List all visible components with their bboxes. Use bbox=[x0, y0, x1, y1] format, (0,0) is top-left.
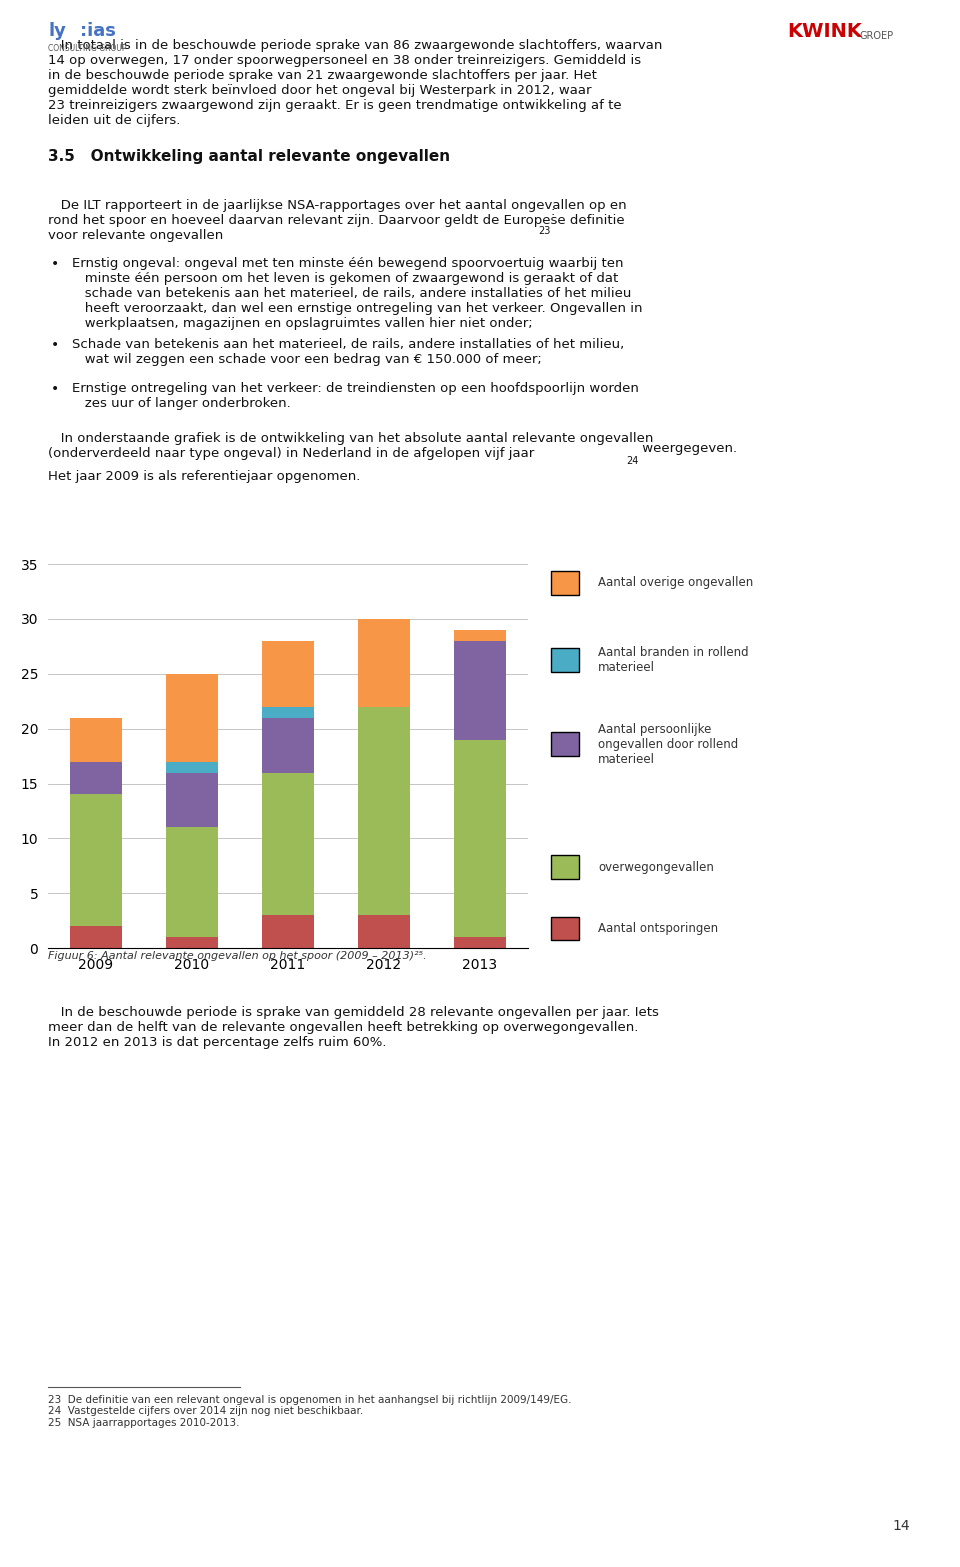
Bar bbox=[357, 619, 411, 707]
Bar bbox=[261, 641, 315, 707]
Text: De ILT rapporteert in de jaarlijkse NSA-rapportages over het aantal ongevallen o: De ILT rapporteert in de jaarlijkse NSA-… bbox=[48, 199, 627, 241]
Bar bbox=[261, 773, 315, 915]
Text: Ernstige ontregeling van het verkeer: de treindiensten op een hoofdspoorlijn wor: Ernstige ontregeling van het verkeer: de… bbox=[72, 382, 638, 411]
Text: 23: 23 bbox=[539, 226, 551, 235]
Bar bbox=[165, 674, 218, 762]
Bar bbox=[69, 762, 123, 794]
FancyBboxPatch shape bbox=[551, 917, 579, 940]
Bar bbox=[357, 915, 411, 948]
Text: Schade van betekenis aan het materieel, de rails, andere installaties of het mil: Schade van betekenis aan het materieel, … bbox=[72, 338, 624, 367]
Text: Ernstig ongeval: ongeval met ten minste één bewegend spoorvoertuig waarbij ten
 : Ernstig ongeval: ongeval met ten minste … bbox=[72, 257, 642, 331]
Bar bbox=[454, 740, 507, 937]
Bar bbox=[261, 915, 315, 948]
Text: Aantal branden in rollend
materieel: Aantal branden in rollend materieel bbox=[598, 646, 749, 674]
Text: In de beschouwde periode is sprake van gemiddeld 28 relevante ongevallen per jaa: In de beschouwde periode is sprake van g… bbox=[48, 1006, 659, 1048]
FancyBboxPatch shape bbox=[551, 856, 579, 879]
FancyBboxPatch shape bbox=[551, 647, 579, 672]
Bar bbox=[165, 937, 218, 948]
Text: •: • bbox=[51, 338, 60, 353]
Text: :: : bbox=[550, 205, 555, 218]
Text: Aantal overige ongevallen: Aantal overige ongevallen bbox=[598, 577, 754, 589]
Bar bbox=[69, 926, 123, 948]
Text: In totaal is in de beschouwde periode sprake van 86 zwaargewonde slachtoffers, w: In totaal is in de beschouwde periode sp… bbox=[48, 39, 662, 127]
FancyBboxPatch shape bbox=[551, 570, 579, 595]
Bar bbox=[454, 641, 507, 740]
Bar bbox=[357, 707, 411, 915]
Bar bbox=[165, 827, 218, 937]
Text: Het jaar 2009 is als referentiejaar opgenomen.: Het jaar 2009 is als referentiejaar opge… bbox=[48, 470, 360, 483]
Text: ly: ly bbox=[48, 22, 66, 39]
Bar bbox=[165, 773, 218, 827]
Bar bbox=[69, 718, 123, 762]
Bar bbox=[454, 937, 507, 948]
Bar bbox=[261, 718, 315, 773]
Bar bbox=[261, 707, 315, 718]
Text: Aantal persoonlijke
ongevallen door rollend
materieel: Aantal persoonlijke ongevallen door roll… bbox=[598, 722, 738, 766]
Text: 3.5   Ontwikkeling aantal relevante ongevallen: 3.5 Ontwikkeling aantal relevante ongeva… bbox=[48, 149, 450, 165]
Text: In onderstaande grafiek is de ontwikkeling van het absolute aantal relevante ong: In onderstaande grafiek is de ontwikkeli… bbox=[48, 432, 654, 461]
Text: 14: 14 bbox=[893, 1518, 910, 1533]
Text: Aantal ontsporingen: Aantal ontsporingen bbox=[598, 921, 718, 935]
Text: weergegeven.: weergegeven. bbox=[638, 442, 737, 454]
Text: •: • bbox=[51, 257, 60, 271]
Text: overwegongevallen: overwegongevallen bbox=[598, 860, 714, 873]
Text: •: • bbox=[51, 382, 60, 396]
Bar bbox=[69, 794, 123, 926]
Text: GROEP: GROEP bbox=[859, 31, 894, 41]
Bar bbox=[454, 630, 507, 641]
Text: Figuur 6: Aantal relevante ongevallen op het spoor (2009 – 2013)²⁵.: Figuur 6: Aantal relevante ongevallen op… bbox=[48, 951, 426, 961]
Text: CONSULTING GROUP: CONSULTING GROUP bbox=[48, 44, 127, 53]
Bar bbox=[165, 762, 218, 773]
Text: 23  De definitie van een relevant ongeval is opgenomen in het aanhangsel bij ric: 23 De definitie van een relevant ongeval… bbox=[48, 1395, 571, 1428]
Text: KWINK: KWINK bbox=[787, 22, 862, 41]
Text: 24: 24 bbox=[626, 456, 638, 465]
Text: :ias: :ias bbox=[80, 22, 115, 39]
FancyBboxPatch shape bbox=[551, 732, 579, 755]
